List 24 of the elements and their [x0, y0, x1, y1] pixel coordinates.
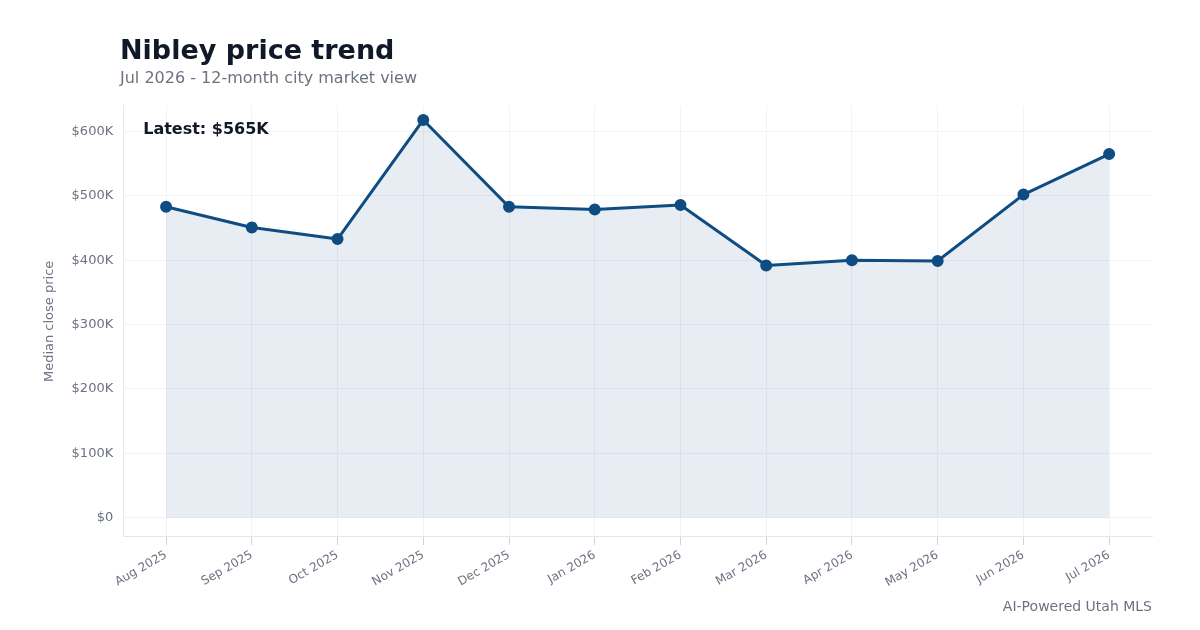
y-tick-label: $400K — [71, 251, 114, 267]
point — [417, 113, 430, 126]
annotation: Latest: $565K — [143, 118, 270, 138]
point — [503, 200, 516, 213]
y-tick-label: $500K — [71, 187, 114, 203]
point — [588, 203, 601, 216]
y-tick-label: $100K — [71, 444, 114, 460]
point — [845, 254, 858, 267]
y-tick-label: $600K — [71, 122, 114, 138]
y-tick-label: $200K — [71, 380, 114, 396]
point — [674, 198, 687, 211]
chart-subtitle: Jul 2026 - 12-month city market view — [120, 68, 417, 87]
y-tick-label: $300K — [71, 315, 114, 331]
point — [245, 221, 258, 234]
point — [760, 259, 773, 272]
y-axis-title: Median close price — [41, 260, 57, 383]
point — [931, 254, 944, 267]
point — [160, 200, 173, 213]
text: AI-Powered Utah MLS — [1002, 598, 1152, 614]
chart-title: Nibley price trend — [120, 34, 395, 65]
y-tick-label: $0 — [96, 509, 114, 525]
point — [1103, 148, 1116, 161]
point — [331, 233, 344, 246]
point — [1017, 188, 1030, 201]
